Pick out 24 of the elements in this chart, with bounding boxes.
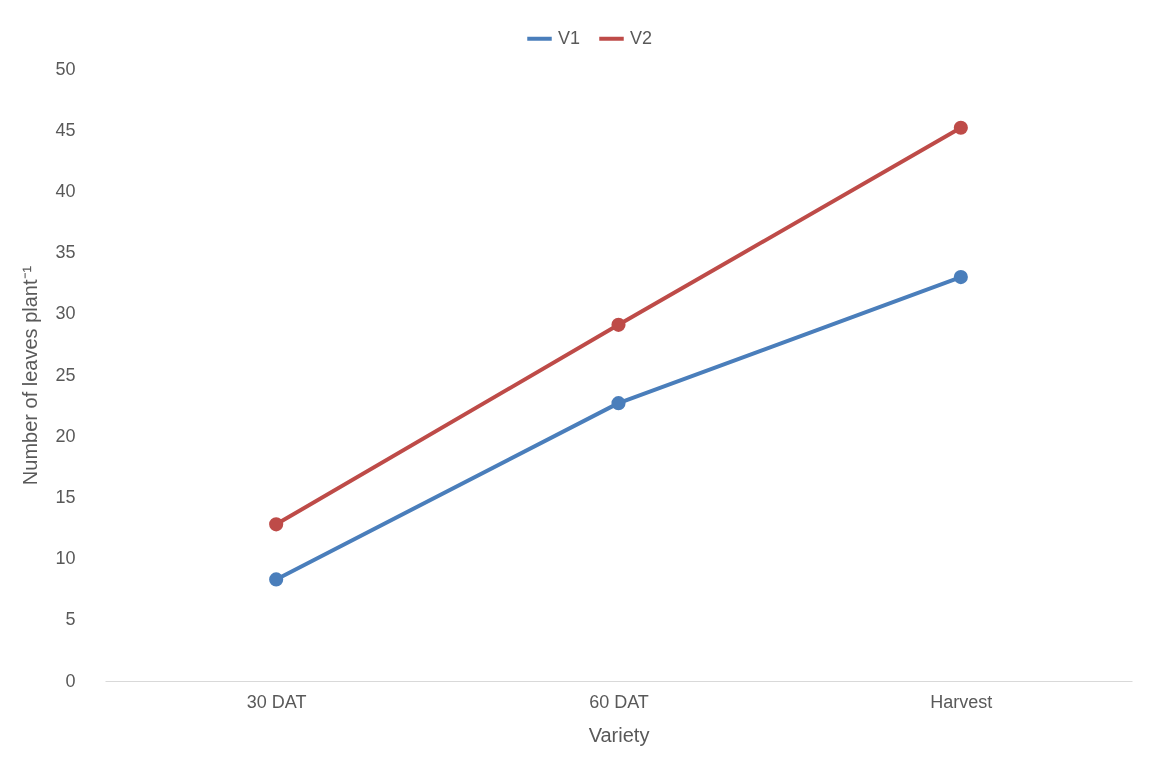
point [269, 572, 284, 587]
y-tick-label: 5 [65, 609, 76, 630]
y-tick-label: 10 [55, 548, 76, 569]
legend-label: V2 [630, 27, 653, 48]
y-tick-label: 45 [55, 119, 76, 140]
point [611, 317, 626, 332]
y-tick-label: 50 [55, 58, 76, 79]
point [953, 270, 968, 285]
x-tick-label: Harvest [930, 691, 993, 712]
y-tick-label: 0 [65, 670, 76, 691]
x-tick-label: 60 DAT [589, 691, 649, 712]
x-tick-label: 30 DAT [246, 691, 307, 712]
point [953, 120, 968, 135]
point [611, 396, 626, 411]
y-tick-label: 30 [55, 303, 76, 324]
x-axis-title: Variety [588, 723, 650, 746]
y-tick-label: 25 [55, 364, 76, 385]
y-tick-label: 15 [55, 486, 76, 507]
legend-label: V1 [558, 27, 581, 48]
y-axis-title: Number of leaves plant⁻¹ [19, 265, 42, 486]
point [269, 517, 284, 532]
y-tick-label: 20 [55, 425, 76, 446]
y-tick-label: 40 [55, 180, 76, 201]
y-tick-label: 35 [55, 242, 76, 263]
